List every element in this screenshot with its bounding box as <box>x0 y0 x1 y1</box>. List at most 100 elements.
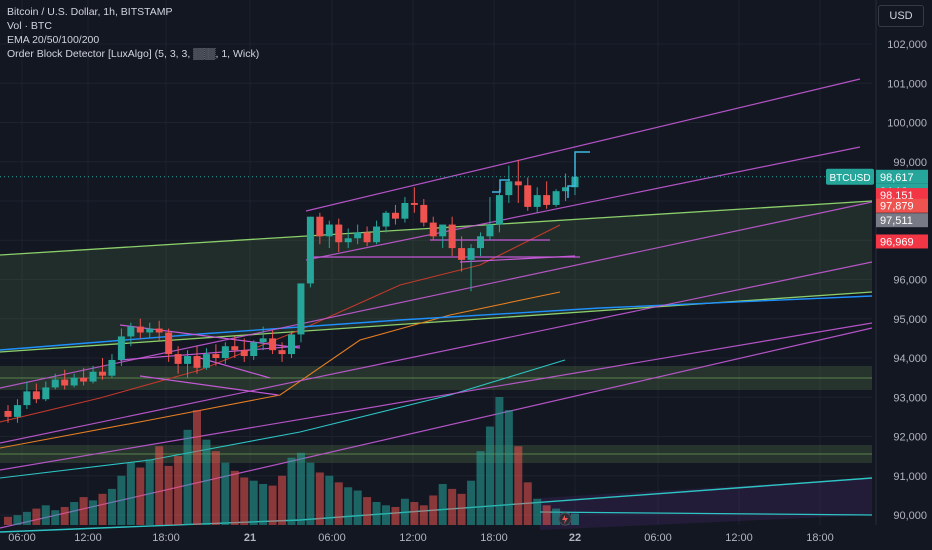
volume-bar <box>278 475 287 525</box>
volume-bar <box>448 488 457 525</box>
volume-bar <box>504 410 513 525</box>
price-label-box <box>876 188 928 203</box>
volume-bar <box>193 410 201 525</box>
price-axis <box>876 0 932 525</box>
volume-bar <box>571 513 579 525</box>
price-label-box <box>876 169 928 184</box>
candle-body <box>373 226 381 243</box>
volume-bar <box>495 397 504 525</box>
volume-bar <box>145 459 154 525</box>
price-label-text: 97,879 <box>880 201 914 213</box>
price-label-text: 98,617 <box>880 172 914 184</box>
symbol-badge-text: BTCUSD <box>829 173 870 184</box>
candle-body <box>382 212 390 227</box>
projection-path <box>492 179 510 193</box>
y-tick-label: 96,000 <box>893 275 927 287</box>
candle-body <box>89 371 97 382</box>
candle-body <box>316 216 324 237</box>
volume-bar <box>533 498 542 525</box>
candle-body <box>514 181 522 186</box>
volume-bar <box>259 483 268 525</box>
volume-bar <box>400 498 409 525</box>
candle-body <box>306 216 314 284</box>
volume-bar <box>13 515 22 525</box>
candle-body <box>448 224 456 249</box>
candle-body <box>174 354 182 364</box>
price-label-box <box>876 213 928 228</box>
candle-body <box>439 224 447 237</box>
legend-volume[interactable]: Vol · BTC <box>7 20 52 32</box>
candle-body <box>155 328 163 333</box>
currency-button[interactable]: USD <box>878 5 924 27</box>
candle-body <box>325 224 333 237</box>
candle-body <box>13 405 21 417</box>
ema200-line <box>0 359 566 479</box>
y-tick-label: 95,000 <box>893 314 927 326</box>
y-tick-label: 90,000 <box>893 510 927 522</box>
y-tick-label: 102,000 <box>887 39 927 51</box>
channel-base-line <box>539 511 873 516</box>
volume-bar <box>211 451 220 525</box>
price-label-text: 97,511 <box>880 215 913 227</box>
candle-body <box>136 326 144 333</box>
x-tick-label: 18:00 <box>806 532 834 544</box>
volume-bar <box>344 487 353 525</box>
candle-body <box>363 232 371 243</box>
legend-indicator[interactable]: Order Block Detector [LuxAlgo] (5, 3, 3,… <box>7 48 260 60</box>
volume-bar <box>107 488 116 525</box>
candle-body <box>420 204 428 223</box>
volume-bar <box>41 505 50 525</box>
candle-body <box>4 410 12 417</box>
pattern-line <box>139 375 279 396</box>
candle-body <box>193 356 201 368</box>
channel-line <box>0 261 873 444</box>
price-label-box <box>876 234 928 249</box>
volume-bar <box>476 451 485 525</box>
volume-bar <box>552 508 561 525</box>
volume-bar <box>174 456 183 525</box>
volume-bar <box>221 462 230 525</box>
volume-bar <box>410 502 419 525</box>
candle-body <box>250 342 258 357</box>
volume-bar <box>98 493 107 525</box>
volume-bar <box>485 426 494 525</box>
volume-bar <box>268 485 277 525</box>
x-tick-label: 22 <box>569 532 581 544</box>
volume-bar <box>438 483 447 525</box>
ema100-line <box>0 295 873 351</box>
legend-ema[interactable]: EMA 20/50/100/200 <box>7 34 100 46</box>
volume-bar <box>542 505 551 525</box>
y-tick-label: 99,000 <box>893 157 927 169</box>
candle-body <box>505 181 513 196</box>
channel-line <box>305 78 861 212</box>
x-tick-label: 06:00 <box>644 532 672 544</box>
x-tick-label: 18:00 <box>480 532 508 544</box>
volume-bar <box>202 439 211 525</box>
lightning-icon <box>562 515 568 524</box>
y-tick-label: 93,000 <box>893 392 927 404</box>
candle-body <box>486 224 494 237</box>
candle-body <box>552 191 560 205</box>
pattern-line <box>459 255 576 263</box>
volume-bar <box>523 482 532 525</box>
volume-bar <box>22 511 31 525</box>
y-tick-label: 101,000 <box>887 78 927 90</box>
volume-bar <box>89 500 98 525</box>
volume-bar <box>126 462 135 525</box>
candle-body <box>146 328 154 333</box>
candle-body <box>61 379 69 386</box>
candle-body <box>32 391 40 400</box>
candle-body <box>165 332 173 355</box>
y-tick-label: 91,000 <box>893 471 927 483</box>
legend-symbol[interactable]: Bitcoin / U.S. Dollar, 1h, BITSTAMP <box>7 6 173 18</box>
channel-line <box>0 201 873 389</box>
pattern-line <box>199 357 271 379</box>
volume-bar <box>183 429 192 525</box>
volume-bar <box>32 508 41 525</box>
candle-body <box>259 338 267 343</box>
volume-zone <box>540 478 872 530</box>
x-tick-label: 12:00 <box>399 532 427 544</box>
x-tick-label: 18:00 <box>152 532 180 544</box>
volume-bar <box>419 505 428 525</box>
